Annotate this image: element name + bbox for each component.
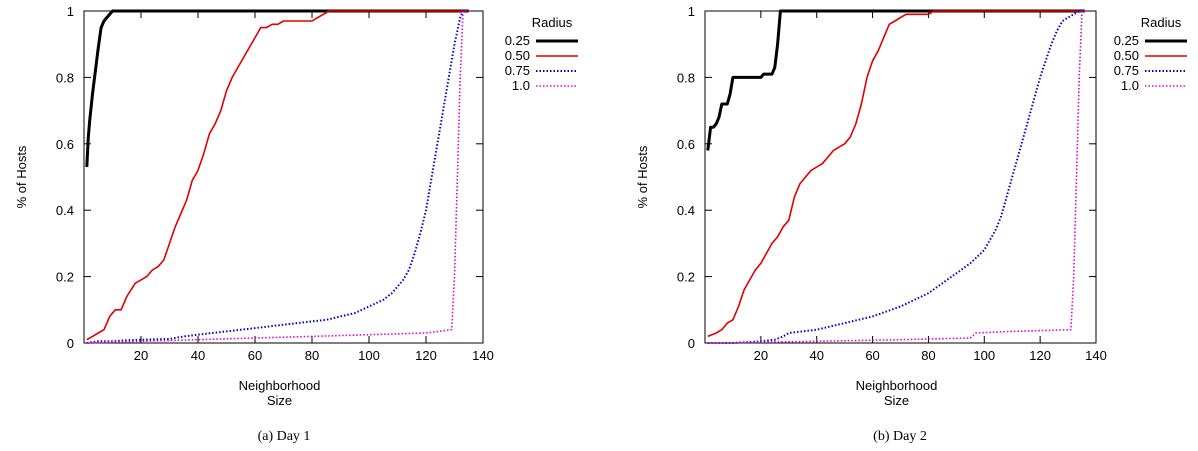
legend-title: Radius (1141, 15, 1182, 30)
x-tick-label: 60 (248, 348, 262, 363)
x-axis-label-line-1: Neighborhood (856, 378, 938, 393)
legend-label: 1.0 (1121, 78, 1139, 93)
y-tick-label: 0.2 (56, 270, 74, 285)
legend-label: 1.0 (512, 78, 530, 93)
series-lines (85, 9, 469, 344)
legend-label: 0.75 (1114, 63, 1139, 78)
x-tick-label: 40 (809, 348, 823, 363)
legend-label: 0.25 (505, 33, 530, 48)
series-lines (706, 9, 1085, 344)
caption: (b) Day 2 (873, 429, 927, 444)
y-tick-label: 0.6 (677, 137, 695, 152)
y-tick-label: 0.4 (56, 203, 74, 218)
x-axis-label-line-2: Size (267, 393, 292, 408)
series-line-radius-0-25 (85, 9, 469, 168)
y-axis-label: % of Hosts (635, 145, 650, 208)
x-tick-label: 80 (921, 348, 935, 363)
series-line-radius-0-50 (86, 10, 469, 341)
chart-day-2: 20 40 60 80 100 120 140 0 0.2 0.4 0.6 0.8 1 % of Hos… (635, 4, 1187, 444)
axis-ticks: 20 40 60 80 100 120 140 0 0.2 0.4 0.6 0.8 1 (677, 4, 1107, 363)
x-tick-label: 120 (415, 348, 437, 363)
y-tick-label: 0.8 (677, 70, 695, 85)
x-tick-label: 60 (865, 348, 879, 363)
series-line-radius-0-75 (86, 10, 469, 344)
x-axis-label-line-1: Neighborhood (239, 378, 321, 393)
legend-label: 0.25 (1114, 33, 1139, 48)
series-line-radius-1-0 (86, 10, 469, 344)
axis-ticks: 20 40 60 80 100 120 140 0 0.2 0.4 0.6 0.8 1 (56, 4, 494, 363)
x-tick-label: 100 (973, 348, 995, 363)
caption: (a) Day 1 (258, 429, 311, 444)
series-line-radius-0-25 (706, 9, 1085, 151)
y-tick-label: 0 (67, 336, 74, 351)
legend: Radius 0.250.500.751.0 (1114, 15, 1187, 93)
y-tick-label: 0 (688, 336, 695, 351)
series-line-radius-0-75 (707, 10, 1085, 344)
x-tick-label: 140 (1085, 348, 1107, 363)
x-tick-label: 20 (754, 348, 768, 363)
x-tick-label: 20 (134, 348, 148, 363)
y-tick-label: 0.8 (56, 70, 74, 85)
x-tick-label: 100 (358, 348, 380, 363)
x-tick-label: 120 (1029, 348, 1051, 363)
legend-label: 0.50 (505, 48, 530, 63)
plot-frame (704, 10, 1097, 344)
x-tick-label: 80 (305, 348, 319, 363)
legend-title: Radius (532, 15, 573, 30)
x-axis-label-line-2: Size (884, 393, 909, 408)
x-tick-label: 140 (472, 348, 494, 363)
plot-frame (83, 10, 484, 344)
y-tick-label: 0.6 (56, 137, 74, 152)
legend-label: 0.75 (505, 63, 530, 78)
y-axis-label: % of Hosts (14, 145, 29, 208)
chart-day-1: 20 40 60 80 100 120 140 0 0.2 0.4 0.6 0.8 1 % of Hos… (14, 4, 578, 444)
legend: Radius 0.250.500.751.0 (505, 15, 578, 93)
series-line-radius-1-0 (707, 10, 1085, 344)
legend-label: 0.50 (1114, 48, 1139, 63)
y-tick-label: 0.2 (677, 270, 695, 285)
y-tick-label: 0.4 (677, 203, 695, 218)
series-line-radius-0-50 (707, 10, 1085, 338)
x-tick-label: 40 (191, 348, 205, 363)
y-tick-label: 1 (67, 4, 74, 19)
y-tick-label: 1 (688, 4, 695, 19)
